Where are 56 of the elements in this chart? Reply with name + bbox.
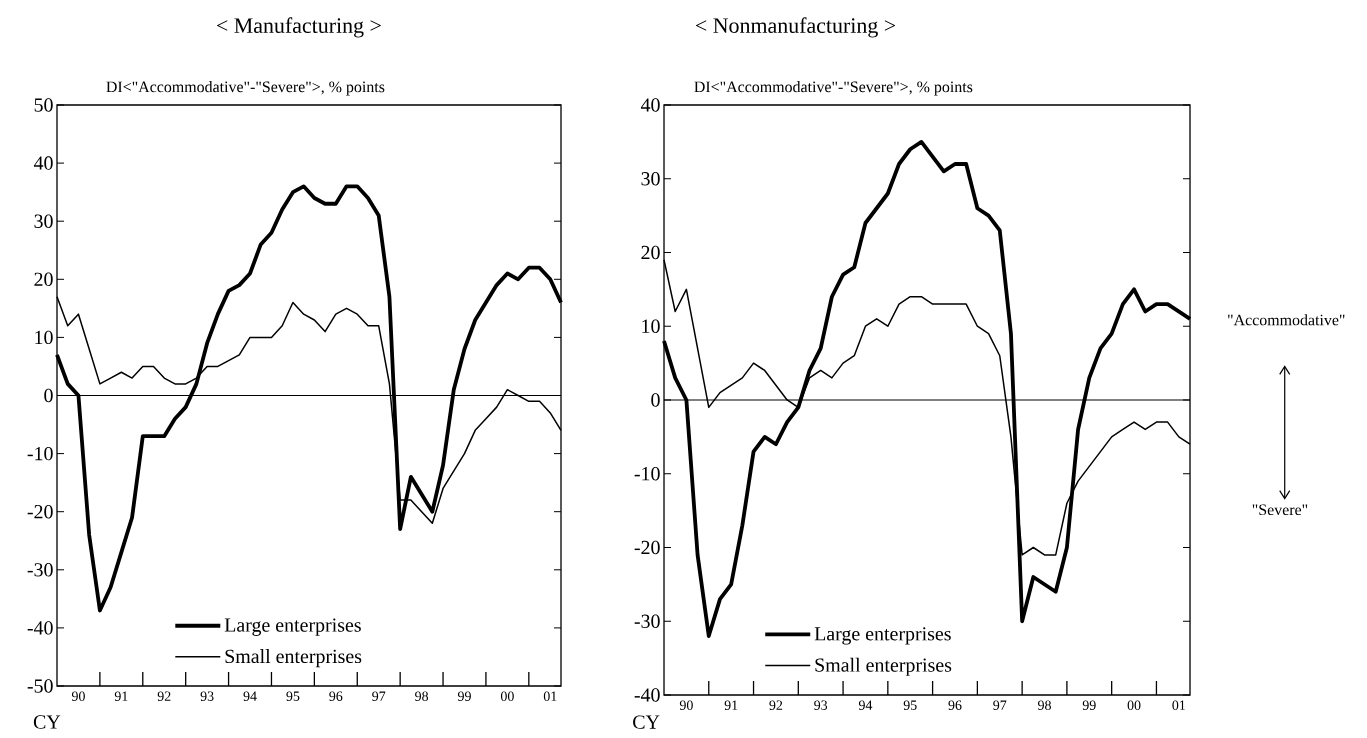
x-tick-label: 93 <box>200 691 214 701</box>
text: "Accommodative" <box>1228 314 1345 326</box>
y-axis-title: DI<"Accommodative"-"Severe">, % points <box>106 81 385 96</box>
y-tick-label: -40 <box>27 621 53 635</box>
y-tick-label: 20 <box>641 245 660 260</box>
x-tick-label: 01 <box>1172 700 1185 710</box>
y-tick-label: -20 <box>634 540 660 555</box>
y-tick-label: 10 <box>642 319 660 333</box>
y-tick-label: 0 <box>44 388 53 403</box>
x-tick-label: 00 <box>1127 700 1141 710</box>
x-tick-label: 98 <box>415 691 429 701</box>
text: "Severe" <box>1252 504 1308 516</box>
y-tick-label: 40 <box>640 98 660 112</box>
x-tick-label: 92 <box>769 700 783 710</box>
y-tick-label: -20 <box>27 504 53 519</box>
y-tick-label: -40 <box>634 688 660 702</box>
x-tick-label: 91 <box>114 691 128 701</box>
y-tick-label: 20 <box>34 272 53 287</box>
x-tick-label: 94 <box>858 700 873 710</box>
x-tick-label: 94 <box>243 691 257 701</box>
x-tick-label: 99 <box>1082 700 1096 710</box>
chart-title: < Manufacturing > <box>217 17 381 38</box>
x-tick-label: 92 <box>157 691 171 701</box>
legend-label: Large enterprises <box>224 618 361 636</box>
y-tick-label: 10 <box>35 330 53 345</box>
x-tick-label: 95 <box>903 700 917 710</box>
x-tick-label: 98 <box>1038 700 1051 710</box>
x-tick-label: 96 <box>329 691 343 701</box>
y-tick-label: 40 <box>33 156 53 170</box>
legend-label: Small enterprises <box>225 649 362 668</box>
x-tick-label: 00 <box>500 691 514 701</box>
x-tick-label: 99 <box>457 691 471 701</box>
y-axis-title: DI<"Accommodative"-"Severe">, % points <box>694 81 973 96</box>
y-tick-label: 30 <box>641 172 660 186</box>
x-tick-label: 91 <box>724 700 738 710</box>
y-tick-label: -50 <box>27 679 53 693</box>
y-tick-label: 0 <box>651 393 660 407</box>
x-tick-label: 93 <box>814 700 828 710</box>
legend-label: Small enterprises <box>815 657 952 676</box>
y-tick-label: -30 <box>27 563 53 577</box>
x-tick-label: 01 <box>543 691 557 701</box>
y-tick-label: -10 <box>634 467 660 481</box>
y-tick-label: -30 <box>634 614 660 628</box>
y-tick-label: -10 <box>27 446 53 461</box>
x-tick-label: 90 <box>71 691 85 701</box>
legend-label: Large enterprises <box>814 627 951 645</box>
y-tick-label: 50 <box>34 98 53 112</box>
chart-title: < Nonmanufacturing > <box>695 17 896 38</box>
x-tick-label: 97 <box>372 691 386 701</box>
x-tick-label: 90 <box>679 700 693 710</box>
x-tick-label: 96 <box>948 700 962 710</box>
y-tick-label: 30 <box>34 214 53 228</box>
x-tick-label: 95 <box>286 691 300 701</box>
text: CY <box>33 715 61 729</box>
text: CY <box>633 715 660 729</box>
x-tick-label: 97 <box>993 700 1007 710</box>
